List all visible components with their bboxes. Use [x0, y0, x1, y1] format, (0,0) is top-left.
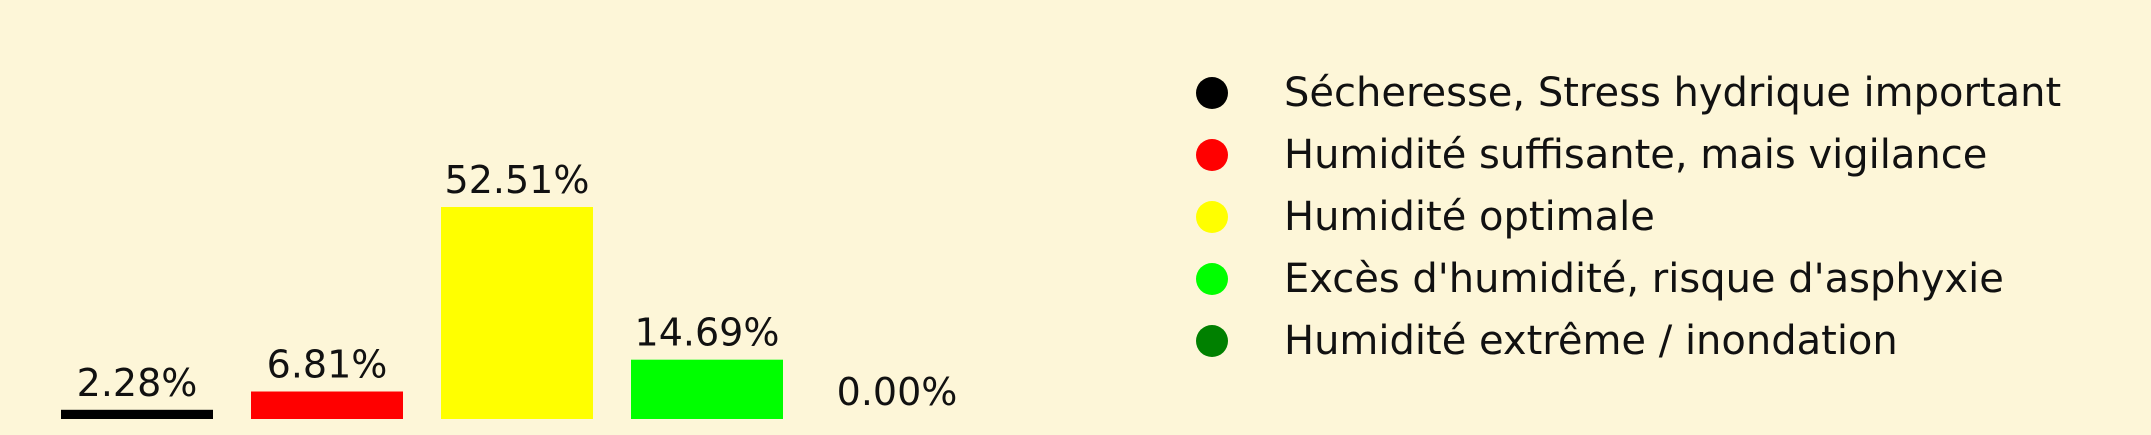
legend-label: Humidité optimale [1284, 194, 1655, 240]
legend-label: Humidité suffisante, mais vigilance [1284, 132, 1988, 178]
legend-item-4: Humidité extrême / inondation [1190, 310, 2130, 372]
legend-label: Excès d'humidité, risque d'asphyxie [1284, 256, 2004, 302]
bar-1 [251, 391, 403, 419]
legend-marker-icon [1196, 77, 1228, 109]
data-label-4: 0.00% [837, 370, 958, 414]
bar-chart: 2.28% 6.81% 52.51% 14.69% 0.00% [61, 158, 958, 419]
legend-item-0: Sécheresse, Stress hydrique important [1190, 62, 2130, 124]
legend-marker-icon [1196, 201, 1228, 233]
bar-0 [61, 409, 213, 419]
legend-item-1: Humidité suffisante, mais vigilance [1190, 124, 2130, 186]
legend-item-2: Humidité optimale [1190, 186, 2130, 248]
legend-marker-icon [1196, 263, 1228, 295]
legend: Sécheresse, Stress hydrique important Hum… [1190, 62, 2130, 372]
bar-3 [631, 359, 783, 419]
legend-label: Sécheresse, Stress hydrique important [1284, 70, 2062, 116]
legend-item-3: Excès d'humidité, risque d'asphyxie [1190, 248, 2130, 310]
data-label-0: 2.28% [77, 361, 198, 405]
legend-label: Humidité extrême / inondation [1284, 318, 1898, 364]
legend-marker-icon [1196, 139, 1228, 171]
legend-marker-icon [1196, 325, 1228, 357]
data-label-2: 52.51% [445, 158, 590, 202]
data-label-3: 14.69% [635, 311, 780, 355]
data-label-1: 6.81% [267, 343, 388, 387]
bar-2 [441, 207, 593, 419]
